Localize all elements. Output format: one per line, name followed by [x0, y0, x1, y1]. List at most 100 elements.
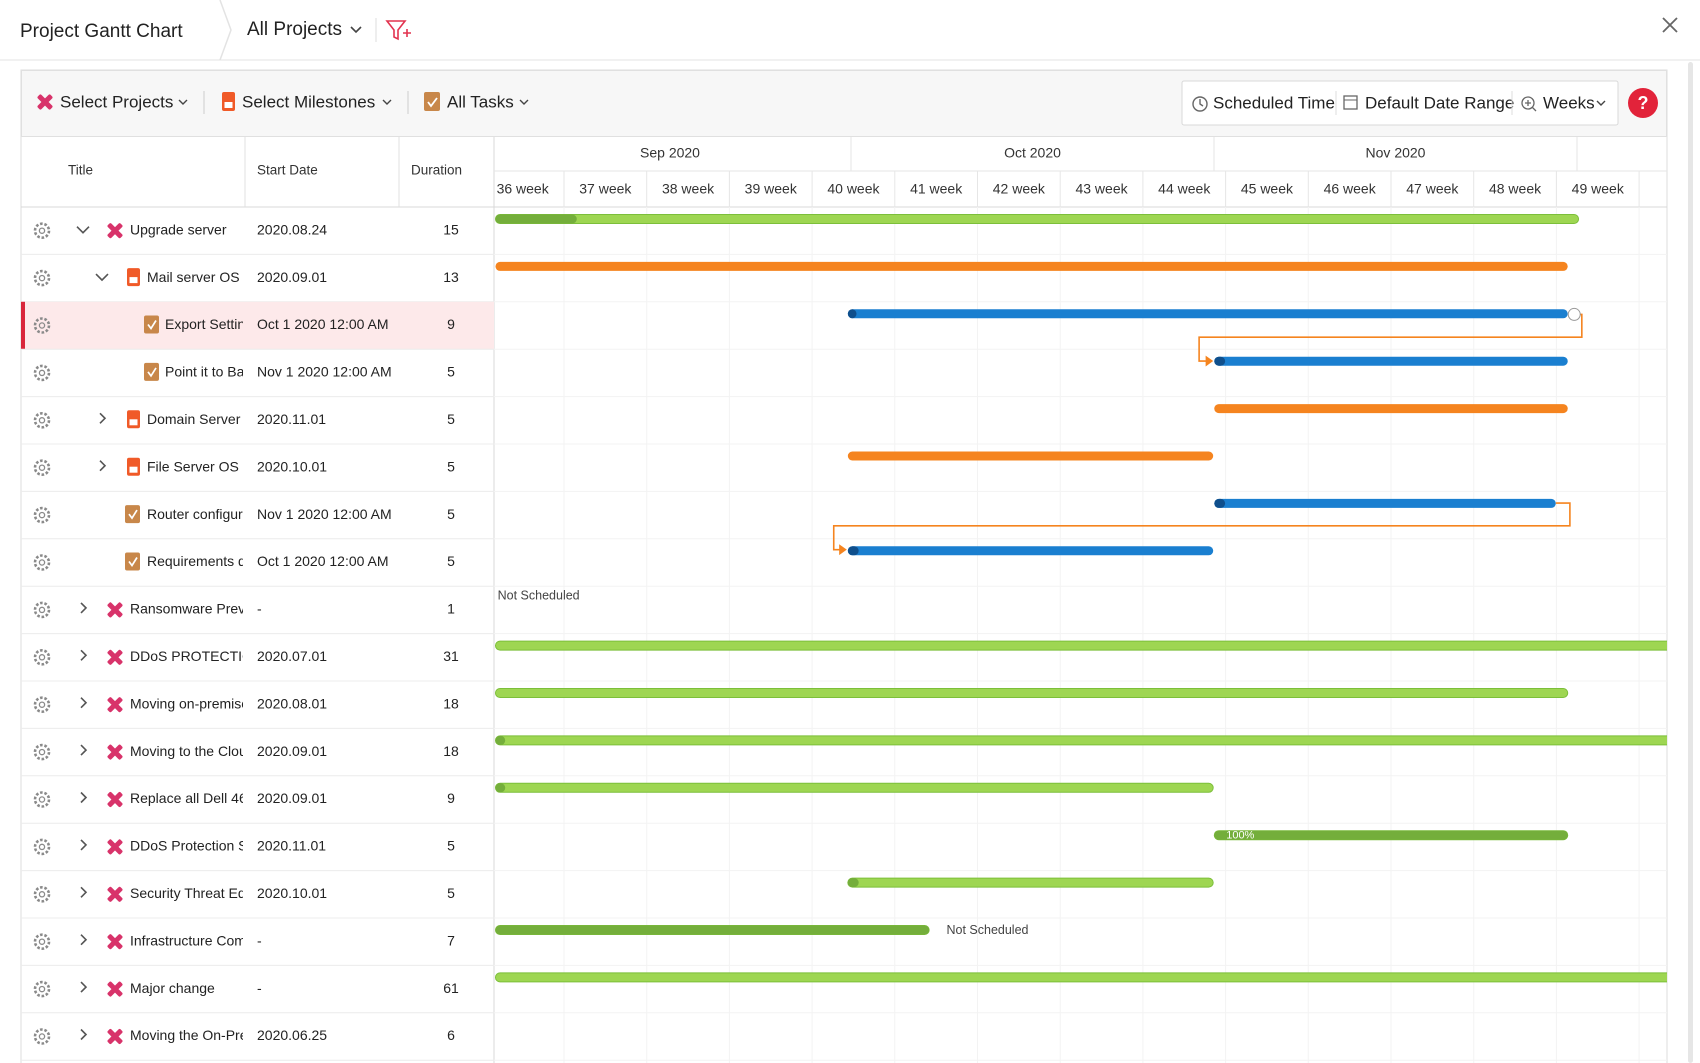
row-expander[interactable]	[99, 460, 107, 472]
week-label: 41 week	[910, 181, 963, 197]
gantt-progress	[495, 783, 506, 793]
week-label: 42 week	[993, 181, 1046, 197]
project-icon	[107, 744, 123, 760]
gear-inner	[38, 796, 46, 803]
row-settings[interactable]	[33, 601, 51, 619]
project-icon	[107, 934, 123, 950]
row-settings[interactable]	[33, 506, 51, 524]
week-label: 38 week	[662, 181, 715, 197]
time-mode[interactable]: Scheduled Time	[1192, 93, 1335, 112]
row-settings[interactable]	[33, 838, 51, 856]
gear-inner	[38, 938, 46, 945]
toolbar-label[interactable]: Select Projects	[60, 92, 173, 111]
gear-inner	[38, 985, 46, 993]
gantt-bar[interactable]	[494, 782, 1214, 793]
start-date: 2020.08.01	[257, 695, 327, 711]
row-settings[interactable]	[33, 1028, 51, 1045]
link-handle[interactable]	[1567, 307, 1581, 321]
filter-button[interactable]	[385, 20, 411, 41]
row-settings[interactable]	[33, 648, 51, 666]
project-dropdown[interactable]: All Projects	[247, 19, 362, 40]
row-expander[interactable]	[80, 697, 88, 709]
row-expander[interactable]	[80, 886, 88, 898]
row-settings[interactable]	[33, 459, 51, 477]
start-date: 2020.11.01	[257, 838, 326, 854]
row-expander[interactable]	[80, 934, 88, 946]
row-settings[interactable]	[33, 411, 51, 429]
row-settings[interactable]	[33, 980, 51, 998]
row-settings[interactable]	[33, 554, 51, 571]
week-label: 44 week	[1158, 181, 1211, 197]
filter-plus	[403, 29, 411, 37]
select-milestones[interactable]: Select Milestones	[222, 92, 392, 111]
gantt-progress	[847, 546, 859, 556]
gantt-bar[interactable]	[1214, 356, 1568, 366]
row-settings[interactable]	[33, 222, 51, 239]
start-date: Oct 1 2020 12:00 AM	[257, 316, 389, 332]
gear-inner	[38, 606, 46, 614]
toolbar-label[interactable]: All Tasks	[447, 92, 514, 111]
task-title: Security Threat Edu	[130, 885, 253, 901]
toolbar-label[interactable]: Default Date Range	[1365, 93, 1514, 112]
panel	[20, 69, 1668, 1063]
gear-inner	[38, 274, 46, 282]
row-settings[interactable]	[33, 885, 51, 903]
gantt-bar[interactable]	[847, 877, 1214, 888]
gantt-bar[interactable]	[1214, 498, 1556, 508]
toolbar-label[interactable]: Scheduled Time	[1213, 93, 1335, 112]
help-label[interactable]: ?	[1638, 93, 1649, 113]
start-date: 2020.11.01	[257, 411, 326, 427]
gantt-bar[interactable]	[1214, 404, 1568, 414]
row-expander[interactable]	[80, 839, 88, 851]
toolbar-label[interactable]: Select Milestones	[242, 92, 375, 111]
row-settings[interactable]	[33, 743, 51, 761]
row-expander[interactable]	[99, 412, 107, 424]
gantt-bar[interactable]	[494, 640, 1691, 651]
row-expander[interactable]	[80, 981, 88, 993]
date-range[interactable]: Default Date Range	[1343, 93, 1514, 112]
row-settings[interactable]	[33, 364, 51, 382]
gantt-bar[interactable]	[494, 688, 1569, 698]
view-options	[1181, 80, 1619, 126]
gantt-bar[interactable]	[847, 546, 1214, 556]
row-expander[interactable]	[80, 649, 88, 661]
row-settings[interactable]	[33, 269, 51, 287]
gantt-bar[interactable]	[847, 451, 1214, 461]
gantt-bar[interactable]	[495, 261, 1568, 271]
close-button[interactable]	[1662, 17, 1678, 33]
duration: 15	[443, 221, 459, 237]
row-expander[interactable]	[80, 791, 88, 804]
gantt-progress	[495, 925, 930, 935]
row-expander[interactable]	[80, 744, 88, 756]
zoom-select[interactable]: Weeks	[1521, 93, 1606, 112]
duration: 5	[447, 885, 455, 901]
gear-inner	[38, 227, 46, 234]
select-projects[interactable]: Select Projects	[37, 92, 188, 111]
gantt-bar[interactable]	[847, 309, 1568, 319]
row-expander[interactable]	[80, 1028, 88, 1041]
gantt-bar[interactable]	[494, 214, 1580, 224]
task-title: Mail server OS u	[147, 269, 251, 285]
gear-inner	[38, 891, 46, 898]
toolbar-label[interactable]: Weeks	[1543, 93, 1595, 112]
help-button[interactable]: ?	[1628, 88, 1658, 118]
project-icon-part	[107, 1028, 123, 1045]
task-filter[interactable]: All Tasks	[424, 92, 529, 111]
row-expander[interactable]	[76, 226, 90, 234]
row-settings[interactable]	[33, 317, 51, 334]
duration: 5	[447, 838, 455, 854]
row-expander[interactable]	[95, 273, 109, 282]
scrollbar[interactable]	[1688, 62, 1693, 1063]
project-filter[interactable]: All Projects	[247, 19, 342, 40]
bar-label: Not Scheduled	[498, 588, 580, 602]
project-icon	[37, 94, 53, 110]
filter-icon	[385, 20, 407, 41]
row-settings[interactable]	[33, 933, 51, 951]
gantt-bar[interactable]	[494, 735, 1691, 746]
row-settings[interactable]	[33, 696, 51, 714]
row-expander[interactable]	[80, 602, 88, 614]
week-label: 39 week	[745, 181, 798, 197]
row-settings[interactable]	[33, 791, 51, 808]
gantt-bar[interactable]	[494, 972, 1691, 983]
